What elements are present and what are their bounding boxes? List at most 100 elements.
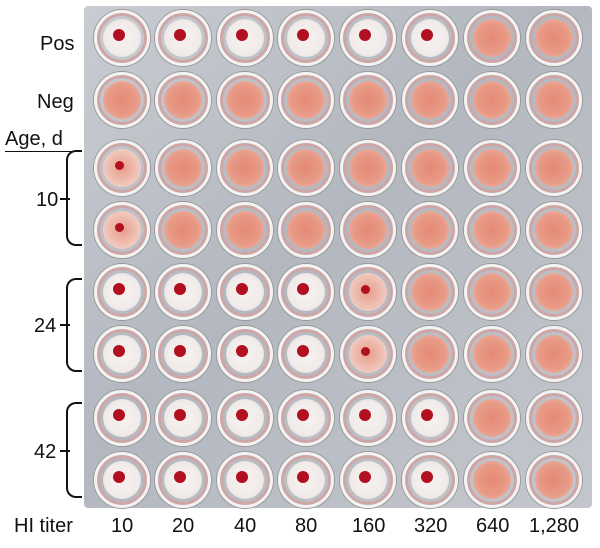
well-r6-c3 — [217, 326, 273, 382]
well-content — [535, 211, 573, 249]
age-header-underline — [5, 151, 79, 152]
well-r8-c5 — [340, 452, 396, 508]
well-r3-c8 — [526, 140, 582, 196]
well-r3-c1 — [94, 140, 150, 196]
rbc-button — [113, 29, 125, 41]
well-content — [349, 211, 387, 249]
well-r4-c2 — [155, 202, 211, 258]
well-r1-c8 — [526, 10, 582, 66]
well-r1-c7 — [464, 10, 520, 66]
row-label-neg: Neg — [37, 91, 74, 113]
titer-label-8: 1,280 — [529, 515, 580, 537]
rbc-button — [360, 346, 370, 356]
well-r5-c4 — [278, 264, 334, 320]
well-content — [535, 461, 573, 499]
rbc-button — [359, 29, 371, 41]
well-content — [287, 211, 325, 249]
well-r6-c5 — [340, 326, 396, 382]
well-r4-c8 — [526, 202, 582, 258]
age-group-brace-tip-10 — [60, 198, 70, 200]
well-r6-c4 — [278, 326, 334, 382]
well-r5-c3 — [217, 264, 273, 320]
well-content — [535, 19, 573, 57]
well-r3-c4 — [278, 140, 334, 196]
well-r5-c2 — [155, 264, 211, 320]
well-content — [349, 81, 387, 119]
titer-label-3: 40 — [234, 515, 257, 537]
rbc-button — [236, 471, 248, 483]
well-r2-c7 — [464, 72, 520, 128]
well-content — [411, 81, 449, 119]
rbc-button — [174, 29, 186, 41]
well-r6-c7 — [464, 326, 520, 382]
rbc-button — [113, 283, 125, 295]
well-r8-c1 — [94, 452, 150, 508]
rbc-button — [297, 409, 309, 421]
well-r3-c7 — [464, 140, 520, 196]
rbc-button — [174, 471, 186, 483]
age-group-brace-tip-24 — [60, 324, 70, 326]
titer-label-1: 10 — [111, 515, 134, 537]
well-r6-c6 — [402, 326, 458, 382]
titer-label-6: 320 — [414, 515, 448, 537]
well-content — [535, 335, 573, 373]
well-r7-c1 — [94, 390, 150, 446]
well-r1-c3 — [217, 10, 273, 66]
well-r4-c6 — [402, 202, 458, 258]
well-r7-c3 — [217, 390, 273, 446]
well-r7-c5 — [340, 390, 396, 446]
rbc-button — [359, 409, 371, 421]
well-content — [473, 461, 511, 499]
age-group-label-24: 24 — [34, 315, 57, 337]
well-content — [226, 211, 264, 249]
well-content — [535, 273, 573, 311]
age-group-label-42: 42 — [34, 441, 57, 463]
well-r2-c1 — [94, 72, 150, 128]
well-r4-c3 — [217, 202, 273, 258]
well-r8-c3 — [217, 452, 273, 508]
well-content — [226, 81, 264, 119]
x-axis-label: HI titer — [14, 515, 73, 537]
well-r6-c1 — [94, 326, 150, 382]
age-group-label-10: 10 — [36, 189, 59, 211]
rbc-button — [359, 471, 371, 483]
well-content — [103, 81, 141, 119]
well-r8-c6 — [402, 452, 458, 508]
well-content — [411, 149, 449, 187]
well-content — [411, 273, 449, 311]
rbc-button — [236, 409, 248, 421]
well-r2-c4 — [278, 72, 334, 128]
well-r8-c2 — [155, 452, 211, 508]
rbc-button — [114, 222, 124, 232]
well-content — [473, 273, 511, 311]
well-r1-c4 — [278, 10, 334, 66]
well-r2-c2 — [155, 72, 211, 128]
well-r1-c6 — [402, 10, 458, 66]
well-r7-c6 — [402, 390, 458, 446]
well-content — [473, 19, 511, 57]
well-content — [411, 211, 449, 249]
well-r1-c1 — [94, 10, 150, 66]
rbc-button — [236, 345, 248, 357]
well-content — [411, 335, 449, 373]
well-r2-c8 — [526, 72, 582, 128]
well-r4-c1 — [94, 202, 150, 258]
well-r3-c6 — [402, 140, 458, 196]
well-r2-c3 — [217, 72, 273, 128]
rbc-button — [236, 29, 248, 41]
titer-label-2: 20 — [172, 515, 195, 537]
well-r3-c5 — [340, 140, 396, 196]
well-r2-c6 — [402, 72, 458, 128]
well-content — [164, 211, 202, 249]
rbc-button — [297, 345, 309, 357]
rbc-button — [421, 409, 433, 421]
well-r7-c2 — [155, 390, 211, 446]
well-r7-c8 — [526, 390, 582, 446]
well-r2-c5 — [340, 72, 396, 128]
well-r4-c4 — [278, 202, 334, 258]
well-r3-c3 — [217, 140, 273, 196]
well-content — [473, 149, 511, 187]
rbc-button — [113, 471, 125, 483]
well-r3-c2 — [155, 140, 211, 196]
rbc-button — [174, 345, 186, 357]
